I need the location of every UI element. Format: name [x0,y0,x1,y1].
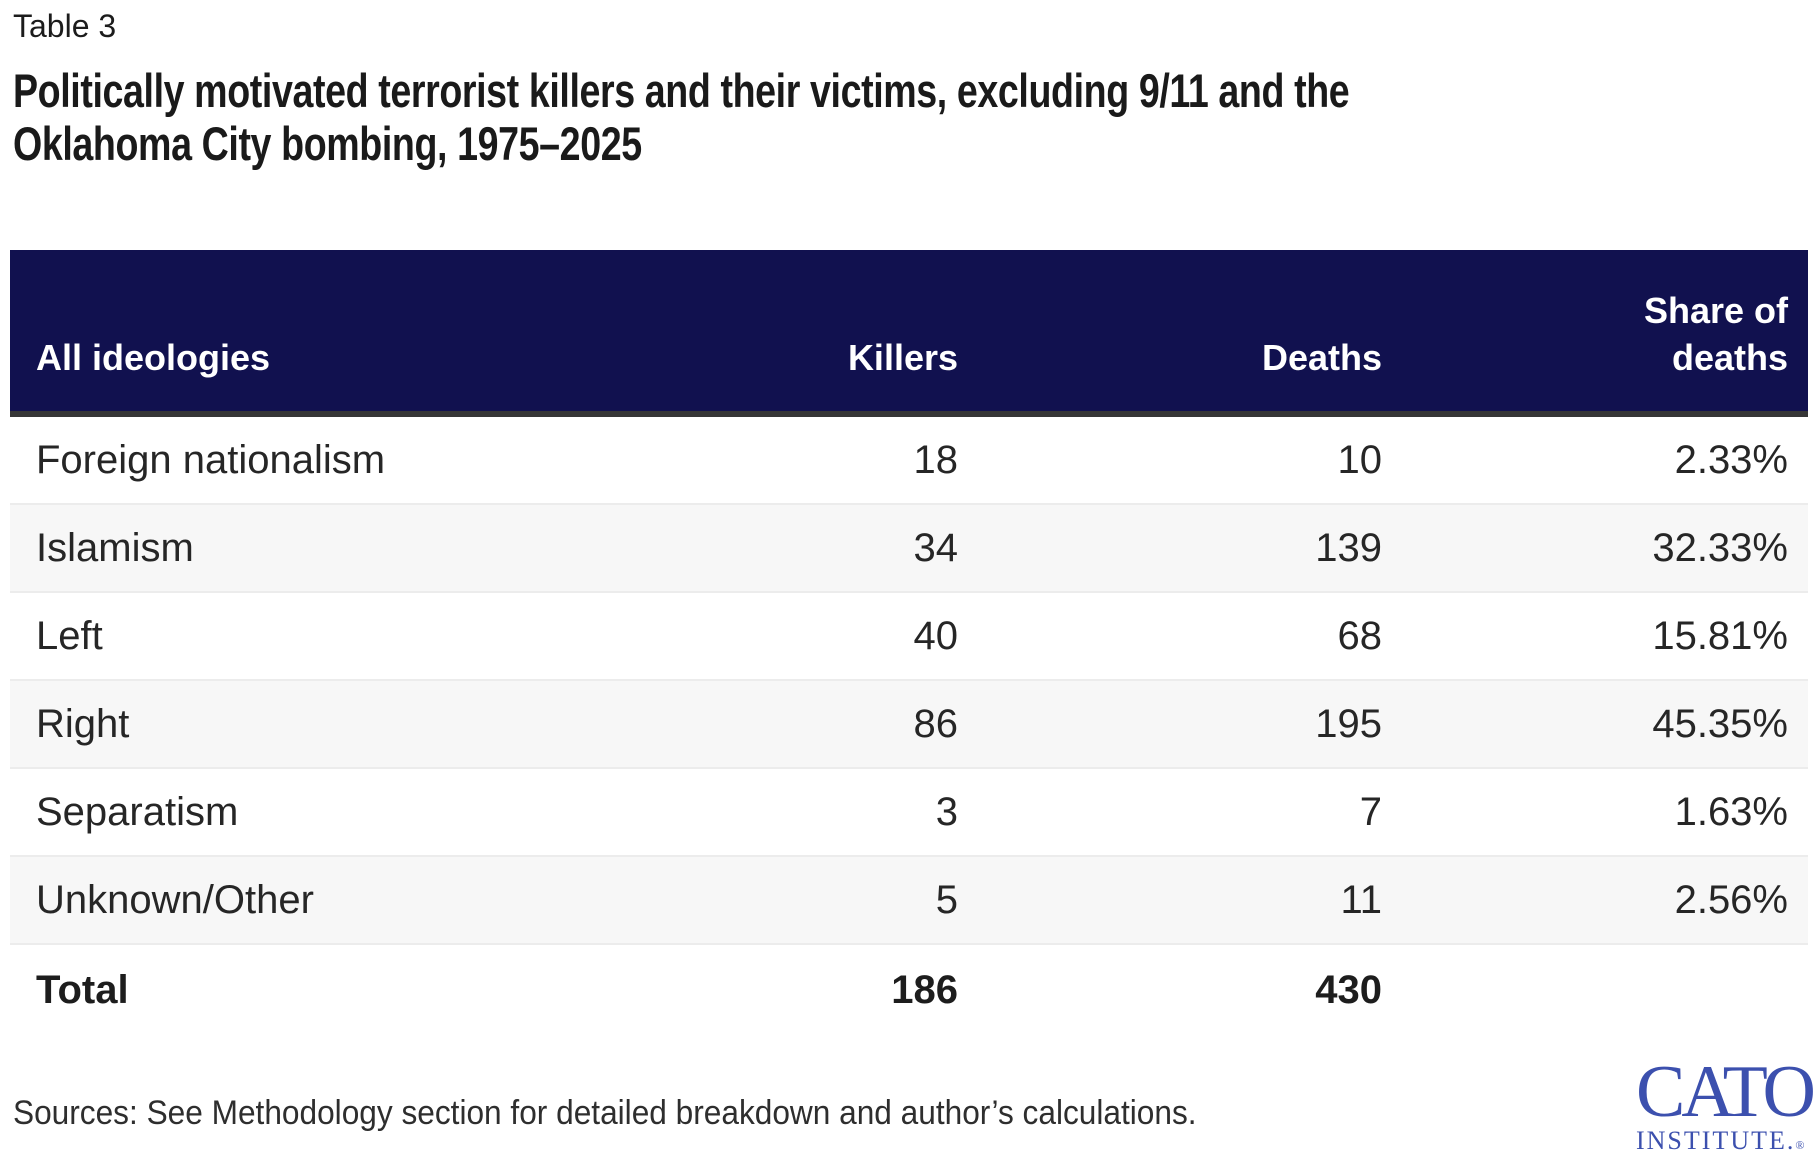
deaths-cell: 68 [978,592,1402,680]
ideology-cell: Right [10,679,553,769]
killers-cell: 40 [553,592,978,680]
cato-logo-subtitle-text: INSTITUTE. [1636,1126,1796,1156]
ideology-cell: Foreign nationalism [10,414,553,504]
figure-title: Politically motivated terrorist killers … [13,64,1683,170]
ideology-table: All ideologies Killers Deaths Share of d… [10,250,1808,1035]
share-cell: 2.33% [1402,414,1808,504]
sources-note: Sources: See Methodology section for det… [13,1094,1197,1132]
ideology-cell: Unknown/Other [10,855,553,945]
column-header-deaths: Deaths [978,250,1402,417]
header-row: All ideologies Killers Deaths Share of d… [10,250,1808,417]
share-cell: 15.81% [1402,592,1808,680]
table-header: All ideologies Killers Deaths Share of d… [10,250,1808,417]
figure-title-line-1: Politically motivated terrorist killers … [13,64,1350,117]
deaths-cell: 430 [978,944,1402,1035]
deaths-cell: 195 [978,679,1402,769]
table-row-separatism: Separatism 3 7 1.63% [10,768,1808,856]
share-cell: 45.35% [1402,679,1808,769]
table-row-islamism: Islamism 34 139 32.33% [10,503,1808,593]
share-cell: 32.33% [1402,503,1808,593]
share-cell: 2.56% [1402,855,1808,945]
deaths-cell: 7 [978,768,1402,856]
deaths-cell: 139 [978,503,1402,593]
ideology-cell: Islamism [10,503,553,593]
table-row-right: Right 86 195 45.35% [10,679,1808,769]
killers-cell: 86 [553,679,978,769]
registered-trademark-icon: ® [1795,1138,1807,1153]
deaths-cell: 10 [978,414,1402,504]
table-row-left: Left 40 68 15.81% [10,592,1808,680]
share-cell: 1.63% [1402,768,1808,856]
cato-logo-wordmark: CATO [1636,1051,1816,1133]
figure-title-line-2: Oklahoma City bombing, 1975–2025 [13,117,642,170]
column-header-ideologies: All ideologies [10,250,553,417]
ideology-cell: Left [10,592,553,680]
table-number-label: Table 3 [13,8,117,44]
column-header-share-of-deaths: Share of deaths [1402,250,1808,417]
column-header-killers: Killers [553,250,978,417]
killers-cell: 34 [553,503,978,593]
deaths-cell: 11 [978,855,1402,945]
column-header-share-of-deaths-text: Share of deaths [1643,290,1788,378]
table-row-foreign-nationalism: Foreign nationalism 18 10 2.33% [10,414,1808,504]
table-row-unknown-other: Unknown/Other 5 11 2.56% [10,855,1808,945]
table-row-total: Total 186 430 [10,944,1808,1035]
cato-logo-subtitle: INSTITUTE.® [1636,1128,1806,1154]
cato-institute-logo: CATO INSTITUTE.® [1636,1051,1816,1154]
share-cell [1402,944,1808,1035]
ideology-cell: Separatism [10,768,553,856]
killers-cell: 186 [553,944,978,1035]
killers-cell: 18 [553,414,978,504]
killers-cell: 5 [553,855,978,945]
killers-cell: 3 [553,768,978,856]
ideology-cell: Total [10,944,553,1035]
